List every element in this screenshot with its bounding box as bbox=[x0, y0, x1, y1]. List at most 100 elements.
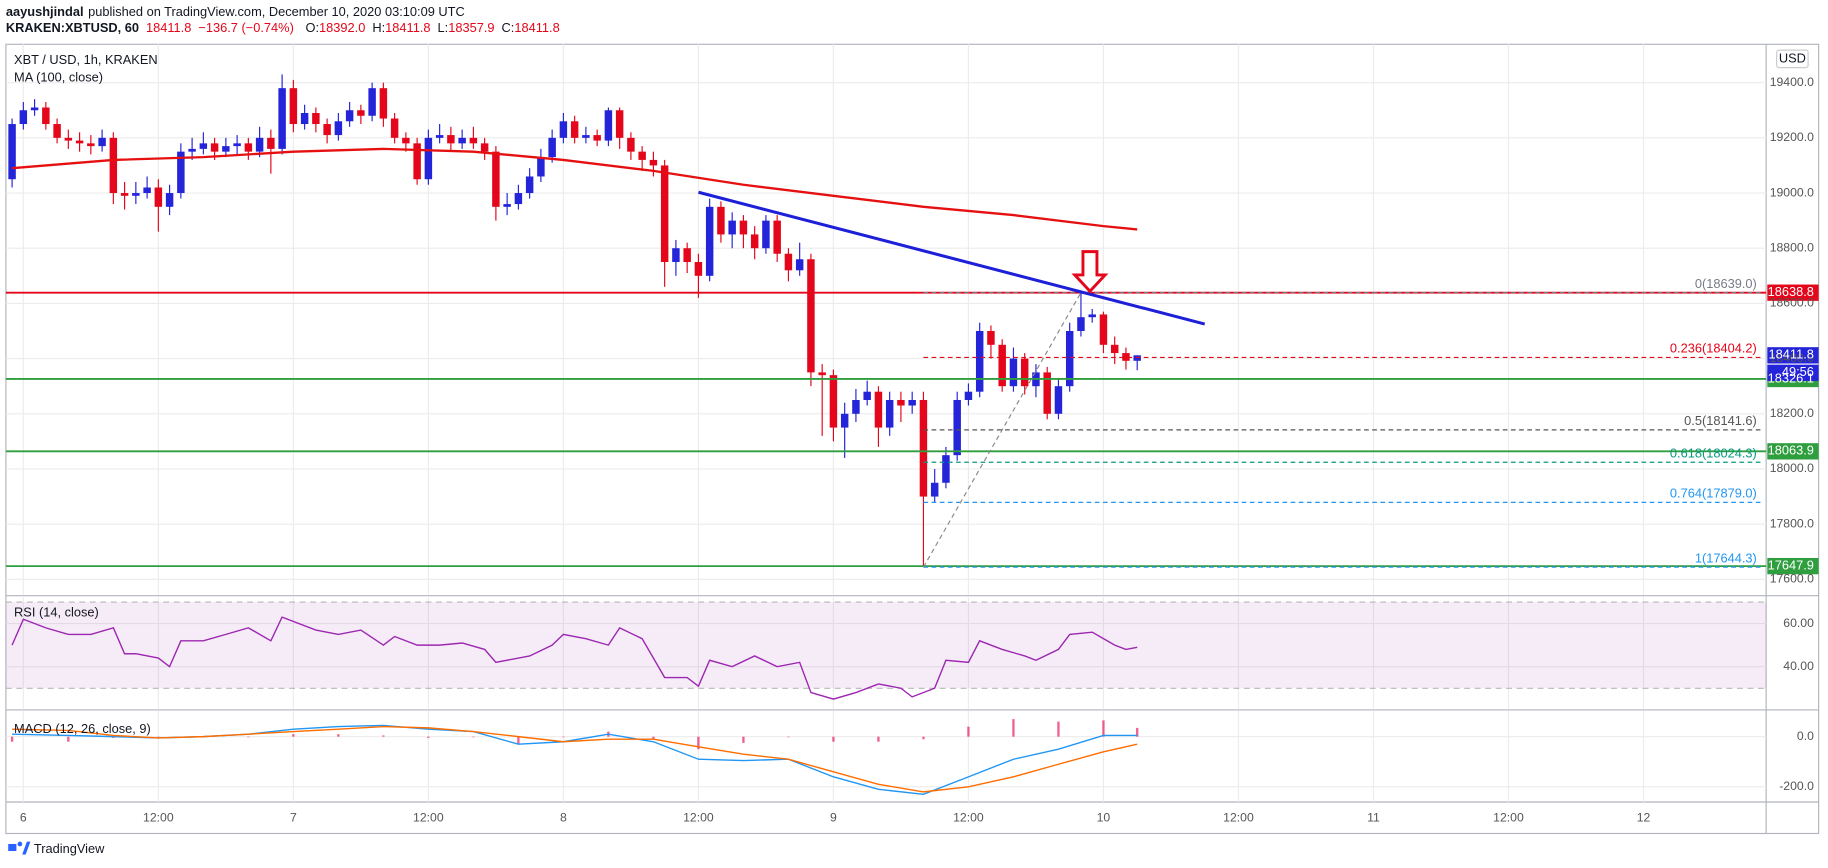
candle-body bbox=[627, 137, 635, 152]
candle-body bbox=[120, 193, 129, 196]
candle-body bbox=[278, 88, 286, 149]
candle-body bbox=[424, 137, 433, 180]
candle-body bbox=[930, 482, 939, 497]
candle-body bbox=[143, 187, 151, 194]
y-tick-label: 18600.0 bbox=[1770, 296, 1814, 310]
candle-body bbox=[548, 137, 556, 158]
candle-body bbox=[413, 143, 421, 180]
fib-label: 0.618(18024.3) bbox=[1670, 445, 1757, 460]
candle-body bbox=[638, 151, 646, 160]
level-box bbox=[1767, 557, 1819, 575]
candle-body bbox=[840, 413, 849, 428]
candle-body bbox=[132, 193, 140, 196]
candle-body bbox=[300, 113, 309, 125]
ohlc-value: 18357.9 bbox=[448, 21, 494, 36]
level-label: 18638.8 bbox=[1768, 284, 1814, 299]
candle-body bbox=[964, 391, 973, 400]
candle-body bbox=[604, 110, 613, 141]
level-box bbox=[1767, 284, 1819, 301]
x-tick-label: 11 bbox=[1367, 811, 1380, 825]
candle-body bbox=[615, 110, 624, 138]
candle-body bbox=[773, 220, 781, 254]
candle-body bbox=[480, 143, 489, 152]
candle-body bbox=[829, 375, 838, 428]
currency-button[interactable] bbox=[1776, 49, 1809, 69]
candle-body bbox=[323, 124, 331, 136]
candle-body bbox=[1009, 358, 1018, 387]
candle-body bbox=[672, 248, 680, 263]
rsi-title: RSI (14, close) bbox=[14, 605, 99, 620]
candle-body bbox=[357, 110, 365, 116]
candle-body bbox=[852, 399, 860, 414]
candle-body bbox=[717, 206, 725, 235]
candle-body bbox=[435, 135, 444, 138]
ohlc-value: 18411.8 bbox=[385, 21, 430, 36]
histogram-bar bbox=[67, 736, 70, 742]
histogram-bar bbox=[1012, 719, 1015, 737]
x-tick-label: 12:00 bbox=[1493, 811, 1524, 825]
candle-body bbox=[537, 157, 545, 177]
candle-body bbox=[1054, 386, 1063, 414]
candle-body bbox=[1020, 358, 1029, 387]
ohlc-value: 18392.0 bbox=[319, 21, 365, 36]
candle-body bbox=[863, 391, 871, 400]
level-label: 18063.9 bbox=[1768, 443, 1814, 458]
candle-body bbox=[593, 135, 601, 141]
countdown: 49:56 bbox=[1782, 364, 1814, 379]
currency-label[interactable]: USD bbox=[1779, 50, 1806, 65]
logo-icon bbox=[8, 841, 31, 855]
logo-shape bbox=[8, 843, 17, 851]
pane-title: XBT / USD, 1h, KRAKEN bbox=[14, 52, 158, 67]
x-tick-label: 6 bbox=[20, 811, 27, 825]
trend-line bbox=[698, 190, 1206, 326]
level-box bbox=[1767, 443, 1819, 460]
y-tick-label: -200.0 bbox=[1779, 779, 1814, 793]
candle-body bbox=[784, 253, 793, 271]
rsi-line bbox=[11, 616, 1138, 700]
histogram-bar bbox=[337, 734, 340, 737]
x-tick-label: 12:00 bbox=[683, 811, 714, 825]
candle-body bbox=[345, 110, 354, 122]
y-tick-label: 0.0 bbox=[1797, 729, 1814, 743]
candle-body bbox=[874, 391, 883, 428]
candle-body bbox=[503, 204, 511, 207]
histogram-bar bbox=[742, 736, 745, 743]
candle-body bbox=[1043, 372, 1051, 414]
y-tick-label: 18000.0 bbox=[1770, 461, 1814, 475]
symbol-line: KRAKEN:XBTUSD, 60 18411.8 −136.7 (−0.74%) O… bbox=[6, 21, 560, 36]
fib-label: 1(17644.3) bbox=[1695, 550, 1757, 565]
histogram-bar bbox=[562, 736, 565, 738]
x-tick-label: 9 bbox=[830, 811, 837, 825]
candle-body bbox=[199, 143, 208, 149]
candle-body bbox=[30, 107, 39, 111]
candle-body bbox=[447, 135, 455, 144]
change: −136.7 (−0.74%) bbox=[198, 21, 293, 36]
histogram-bar bbox=[292, 734, 295, 737]
y-tick-label: 40.00 bbox=[1783, 659, 1814, 673]
candle-body bbox=[1122, 353, 1130, 361]
candle-body bbox=[222, 146, 230, 152]
candle-body bbox=[368, 88, 376, 116]
fib-diagonal bbox=[922, 292, 1082, 568]
candle-body bbox=[8, 124, 16, 180]
author: aayushjindal bbox=[6, 4, 84, 19]
candle-body bbox=[570, 121, 579, 138]
candle-body bbox=[987, 330, 995, 345]
candle-body bbox=[908, 399, 916, 406]
candle-body bbox=[1065, 330, 1074, 387]
ohlc-label: H: bbox=[372, 21, 385, 36]
ohlc-label: L: bbox=[438, 21, 449, 36]
histogram-bar bbox=[382, 735, 385, 737]
fib-label: 0(18639.0) bbox=[1695, 276, 1757, 291]
candle-body bbox=[660, 165, 669, 263]
candle-body bbox=[807, 259, 815, 373]
y-tick-label: 19000.0 bbox=[1770, 185, 1814, 199]
candle-body bbox=[154, 187, 163, 207]
candle-body bbox=[492, 151, 500, 207]
published: published on TradingView.com, December 1… bbox=[88, 4, 465, 19]
fib-label: 0.764(17879.0) bbox=[1670, 486, 1757, 501]
histogram-bar bbox=[1136, 727, 1139, 737]
indicator-title: MA (100, close) bbox=[14, 69, 103, 84]
